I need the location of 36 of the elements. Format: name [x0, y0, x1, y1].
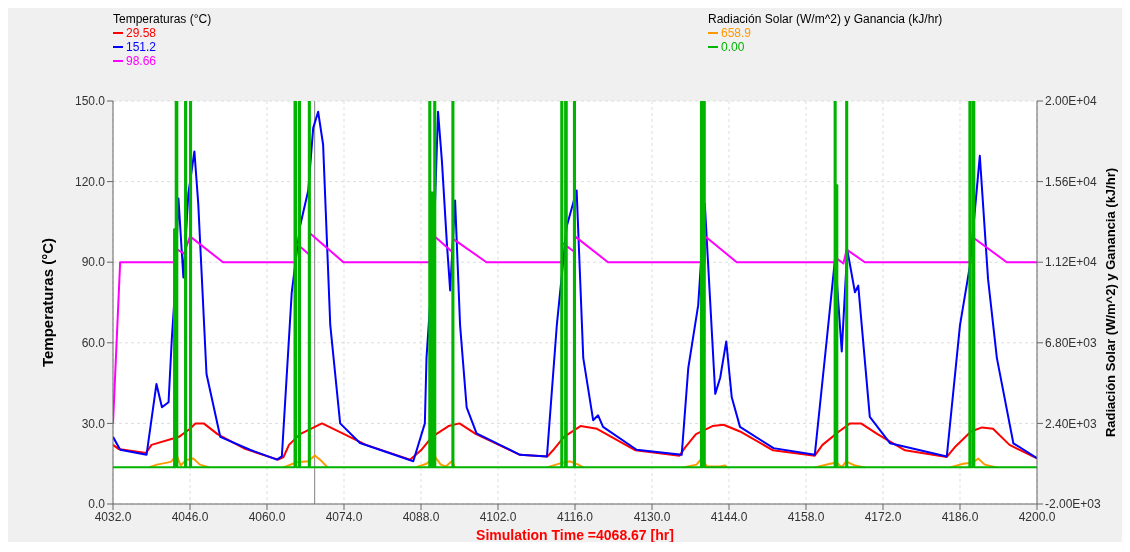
- y2-tick-label: 6.80E+03: [1045, 336, 1098, 351]
- x-axis-title: Simulation Time =4068.67 [hr]: [476, 527, 674, 543]
- y-tick-label: 60.0: [81, 336, 106, 351]
- y2-tick-label: 2.00E+04: [1045, 94, 1098, 109]
- y-tick-label: 90.0: [81, 255, 106, 270]
- x-tick-label: 4116.0: [557, 509, 594, 524]
- y-tick-label: 30.0: [81, 416, 106, 431]
- y-axis-title: Temperaturas (°C): [39, 237, 57, 368]
- legend-label: 98.66: [126, 54, 157, 68]
- legend-label: 29.58: [126, 26, 157, 40]
- text: Radiación Solar (W/m^2) y Ganancia (kJ/hr): [708, 12, 943, 26]
- x-tick-label: 4032.0: [94, 509, 132, 524]
- x-tick-label: 4172.0: [864, 509, 902, 524]
- x-tick-label: 4158.0: [787, 509, 825, 524]
- y-tick-label: 120.0: [74, 174, 106, 189]
- y-tick-label: 0.0: [88, 497, 106, 512]
- y2-axis-title: Radiación Solar (W/m^2) y Ganancia (kJ/hr): [1102, 167, 1118, 438]
- y-tick-label: 150.0: [74, 94, 106, 109]
- legend-title: Temperaturas (°C): [113, 12, 212, 26]
- line-series: [113, 422, 1037, 461]
- y2-tick-label: 1.12E+04: [1045, 255, 1098, 270]
- legend-label: 0.00: [721, 40, 745, 54]
- x-tick-label: 4130.0: [633, 509, 671, 524]
- y2-tick-label: 1.56E+04: [1045, 174, 1098, 189]
- legend-label: 658.9: [721, 26, 752, 40]
- x-tick-label: 4102.0: [479, 509, 517, 524]
- x-tick-label: 4144.0: [710, 509, 748, 524]
- x-tick-label: 4200.0: [1018, 509, 1056, 524]
- x-tick-label: 4088.0: [402, 509, 440, 524]
- x-tick-label: 4060.0: [248, 509, 286, 524]
- y2-tick-label: 2.40E+03: [1045, 416, 1098, 431]
- legend-label: 151.2: [126, 40, 157, 54]
- x-tick-label: 4074.0: [325, 509, 363, 524]
- y2-tick-label: -2.00E+03: [1045, 497, 1102, 512]
- x-tick-label: 4186.0: [941, 509, 979, 524]
- x-tick-label: 4046.0: [171, 509, 209, 524]
